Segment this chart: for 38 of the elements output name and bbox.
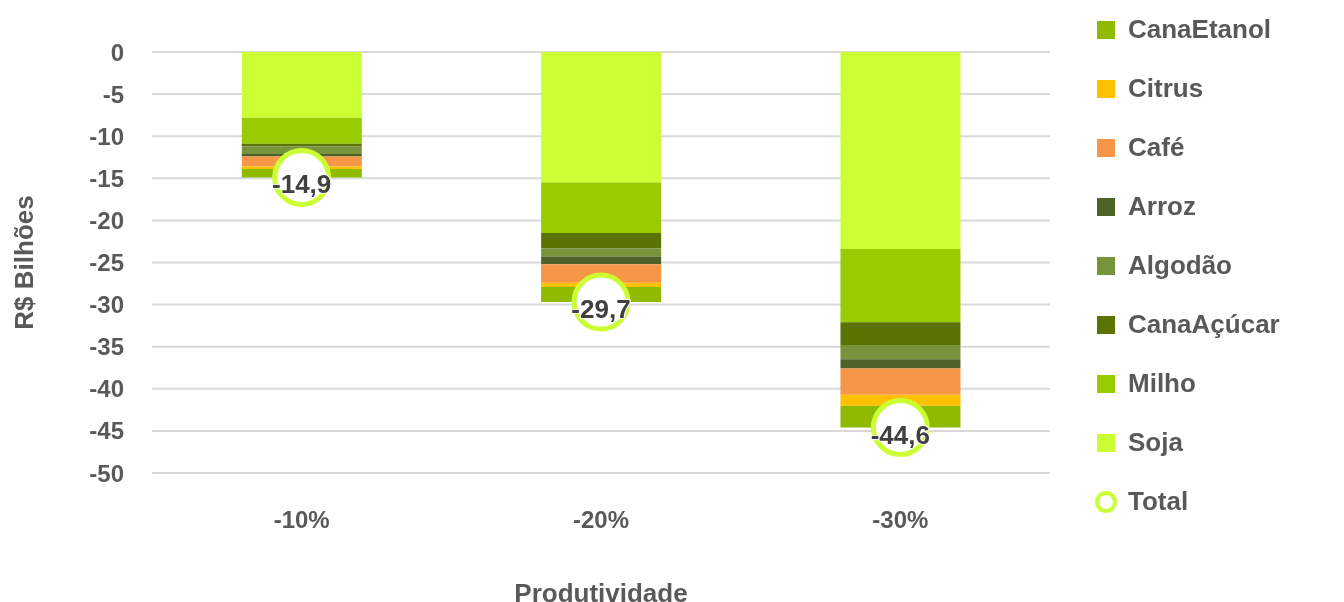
y-tick-label: -20 xyxy=(89,206,124,234)
bar xyxy=(840,52,961,250)
bar xyxy=(541,182,662,234)
y-tick-label: -10 xyxy=(89,122,124,150)
legend-label: CanaAçúcar xyxy=(1128,309,1280,340)
x-tick-label: -30% xyxy=(872,506,929,534)
y-axis-title: R$ Bilhões xyxy=(9,195,40,330)
x-tick-label: -10% xyxy=(273,506,330,534)
bar xyxy=(840,322,961,346)
y-tick-label: -45 xyxy=(89,417,124,445)
y-tick-label: -35 xyxy=(89,333,124,361)
bar xyxy=(541,233,662,249)
bar xyxy=(241,52,362,118)
legend-label: Algodão xyxy=(1128,250,1232,281)
bar xyxy=(541,52,662,183)
y-tick-label: -30 xyxy=(89,291,124,319)
legend-label: Total xyxy=(1128,486,1189,517)
legend-label: CanaEtanol xyxy=(1128,14,1272,45)
y-tick-label: -15 xyxy=(89,164,124,192)
bar xyxy=(541,248,662,257)
x-tick-label: -20% xyxy=(572,506,630,534)
bar xyxy=(241,117,362,144)
legend-label: Milho xyxy=(1128,368,1196,399)
legend-label: Citrus xyxy=(1128,73,1204,104)
x-axis-title: Produtividade xyxy=(514,578,688,602)
bar xyxy=(840,368,961,395)
bar xyxy=(541,256,662,265)
y-tick-label: -5 xyxy=(102,80,124,108)
y-tick-label: -40 xyxy=(89,375,124,403)
bar xyxy=(840,359,961,369)
legend-label: Café xyxy=(1128,132,1185,163)
y-tick-label: 0 xyxy=(110,38,124,66)
bar xyxy=(840,345,961,360)
y-tick-label: -50 xyxy=(89,459,124,487)
legend-label: Soja xyxy=(1128,427,1183,458)
legend-label: Arroz xyxy=(1128,191,1196,222)
bar xyxy=(840,249,961,323)
y-tick-label: -25 xyxy=(89,249,124,277)
